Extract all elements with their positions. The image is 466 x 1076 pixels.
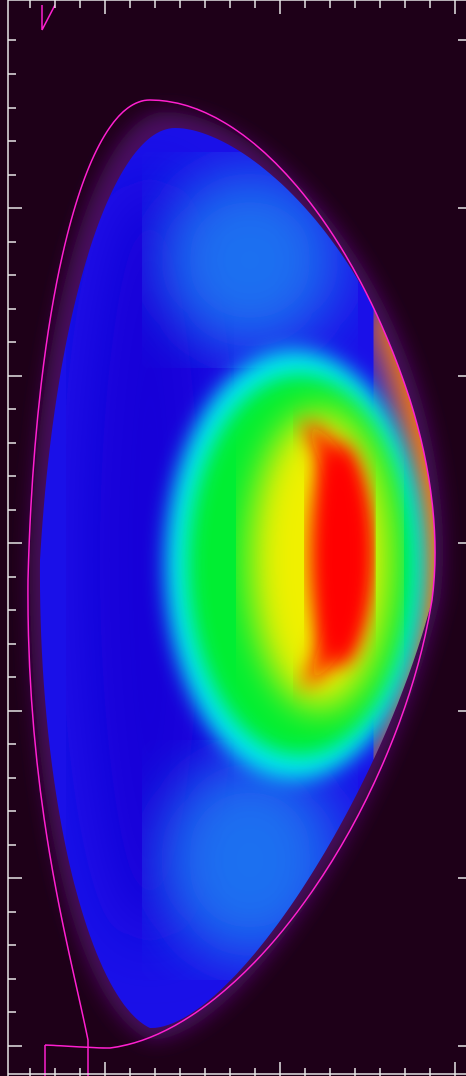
boundary-contour [27, 4, 436, 1076]
frame-ticks [7, 0, 466, 1076]
